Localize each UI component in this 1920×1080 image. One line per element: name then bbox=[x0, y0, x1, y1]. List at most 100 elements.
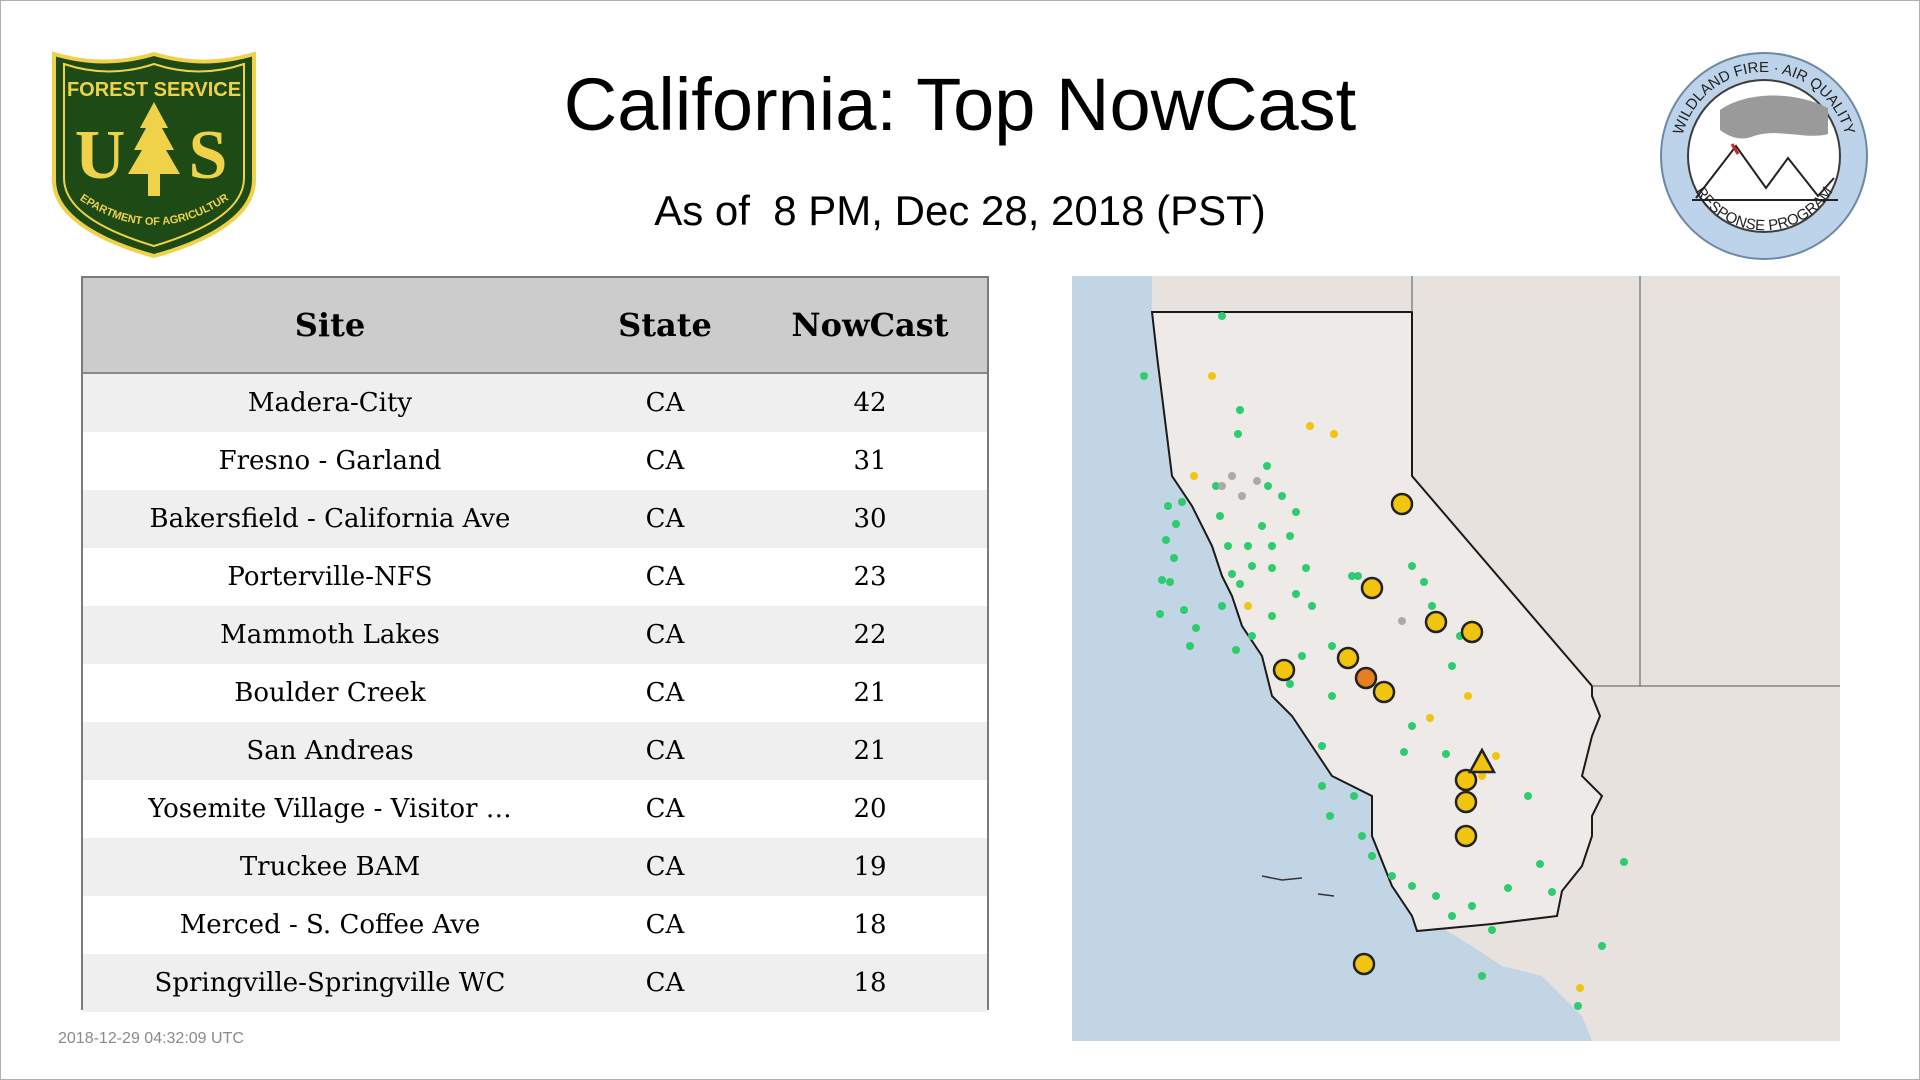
site-marker bbox=[1286, 532, 1294, 540]
site-cell: Yosemite Village - Visitor … bbox=[83, 780, 577, 838]
site-marker bbox=[1218, 312, 1226, 320]
site-marker bbox=[1292, 508, 1300, 516]
site-marker-large bbox=[1352, 952, 1376, 976]
site-marker bbox=[1432, 892, 1440, 900]
table-header-row: Site State NowCast bbox=[83, 278, 987, 374]
site-marker-large bbox=[1390, 492, 1414, 516]
site-marker bbox=[1178, 498, 1186, 506]
nowcast-cell: 21 bbox=[753, 664, 987, 722]
state-cell: CA bbox=[577, 432, 753, 490]
california-map bbox=[1072, 276, 1840, 1041]
site-marker bbox=[1236, 580, 1244, 588]
site-cell: Madera-City bbox=[83, 373, 577, 432]
site-marker bbox=[1354, 572, 1362, 580]
table-row: Boulder Creek CA 21 bbox=[83, 664, 987, 722]
channel-islands bbox=[1261, 875, 1335, 897]
site-marker bbox=[1398, 617, 1406, 625]
table-row: Fresno - Garland CA 31 bbox=[83, 432, 987, 490]
site-marker bbox=[1426, 714, 1434, 722]
site-marker bbox=[1400, 748, 1408, 756]
site-marker bbox=[1428, 602, 1436, 610]
state-cell: CA bbox=[577, 838, 753, 896]
site-marker-large bbox=[1354, 666, 1378, 690]
site-cell: Porterville-NFS bbox=[83, 548, 577, 606]
site-marker bbox=[1328, 692, 1336, 700]
site-marker bbox=[1162, 536, 1170, 544]
site-marker bbox=[1318, 782, 1326, 790]
site-marker bbox=[1190, 472, 1198, 480]
site-marker bbox=[1238, 492, 1246, 500]
site-marker bbox=[1158, 576, 1166, 584]
generated-timestamp: 2018-12-29 04:32:09 UTC bbox=[58, 1030, 244, 1047]
state-cell: CA bbox=[577, 664, 753, 722]
site-marker bbox=[1268, 612, 1276, 620]
nowcast-cell: 21 bbox=[753, 722, 987, 780]
state-cell: CA bbox=[577, 780, 753, 838]
site-marker bbox=[1576, 984, 1584, 992]
site-marker-triangle bbox=[1467, 747, 1497, 774]
nowcast-cell: 18 bbox=[753, 896, 987, 954]
site-marker bbox=[1328, 642, 1336, 650]
site-marker bbox=[1574, 1002, 1582, 1010]
site-marker bbox=[1308, 602, 1316, 610]
site-marker bbox=[1298, 652, 1306, 660]
site-marker bbox=[1350, 792, 1358, 800]
table-row: Porterville-NFS CA 23 bbox=[83, 548, 987, 606]
state-cell: CA bbox=[577, 722, 753, 780]
site-marker bbox=[1268, 542, 1276, 550]
site-marker bbox=[1228, 472, 1236, 480]
site-marker bbox=[1180, 606, 1188, 614]
site-marker bbox=[1263, 462, 1271, 470]
site-cell: Boulder Creek bbox=[83, 664, 577, 722]
site-marker bbox=[1234, 430, 1242, 438]
nowcast-cell: 31 bbox=[753, 432, 987, 490]
table-row: Mammoth Lakes CA 22 bbox=[83, 606, 987, 664]
site-marker bbox=[1186, 642, 1194, 650]
site-marker bbox=[1504, 884, 1512, 892]
site-marker bbox=[1598, 942, 1606, 950]
site-marker bbox=[1236, 406, 1244, 414]
site-cell: Truckee BAM bbox=[83, 838, 577, 896]
site-marker bbox=[1224, 542, 1232, 550]
nowcast-cell: 18 bbox=[753, 954, 987, 1012]
site-marker bbox=[1140, 372, 1148, 380]
site-marker bbox=[1306, 422, 1314, 430]
site-marker bbox=[1408, 882, 1416, 890]
site-marker bbox=[1264, 482, 1272, 490]
site-marker bbox=[1248, 632, 1256, 640]
column-header-nowcast: NowCast bbox=[753, 278, 987, 374]
site-cell: Mammoth Lakes bbox=[83, 606, 577, 664]
nowcast-cell: 22 bbox=[753, 606, 987, 664]
site-marker bbox=[1228, 570, 1236, 578]
site-marker-large bbox=[1360, 576, 1384, 600]
site-marker bbox=[1464, 692, 1472, 700]
site-marker bbox=[1330, 430, 1338, 438]
state-cell: CA bbox=[577, 373, 753, 432]
site-marker bbox=[1286, 680, 1294, 688]
site-marker bbox=[1278, 492, 1286, 500]
forest-service-logo: FOREST SERVICE U S DEPARTMENT OF AGRICUL… bbox=[50, 50, 256, 259]
site-marker-large bbox=[1336, 646, 1360, 670]
site-marker bbox=[1258, 522, 1266, 530]
site-marker bbox=[1156, 610, 1164, 618]
site-marker bbox=[1348, 572, 1356, 580]
page-title: California: Top NowCast bbox=[563, 63, 1357, 146]
site-marker-large bbox=[1454, 824, 1478, 848]
site-cell: Fresno - Garland bbox=[83, 432, 577, 490]
site-marker bbox=[1302, 564, 1310, 572]
column-header-site: Site bbox=[83, 278, 577, 374]
site-marker-large bbox=[1454, 790, 1478, 814]
monitoring-sites bbox=[1140, 312, 1628, 1010]
site-marker bbox=[1408, 562, 1416, 570]
nowcast-cell: 20 bbox=[753, 780, 987, 838]
site-marker bbox=[1232, 646, 1240, 654]
svg-text:S: S bbox=[189, 117, 228, 194]
table-row: Madera-City CA 42 bbox=[83, 373, 987, 432]
site-marker bbox=[1448, 662, 1456, 670]
nowcast-cell: 30 bbox=[753, 490, 987, 548]
site-marker bbox=[1368, 852, 1376, 860]
column-header-state: State bbox=[577, 278, 753, 374]
site-marker bbox=[1408, 722, 1416, 730]
site-marker bbox=[1318, 742, 1326, 750]
site-marker bbox=[1208, 372, 1216, 380]
